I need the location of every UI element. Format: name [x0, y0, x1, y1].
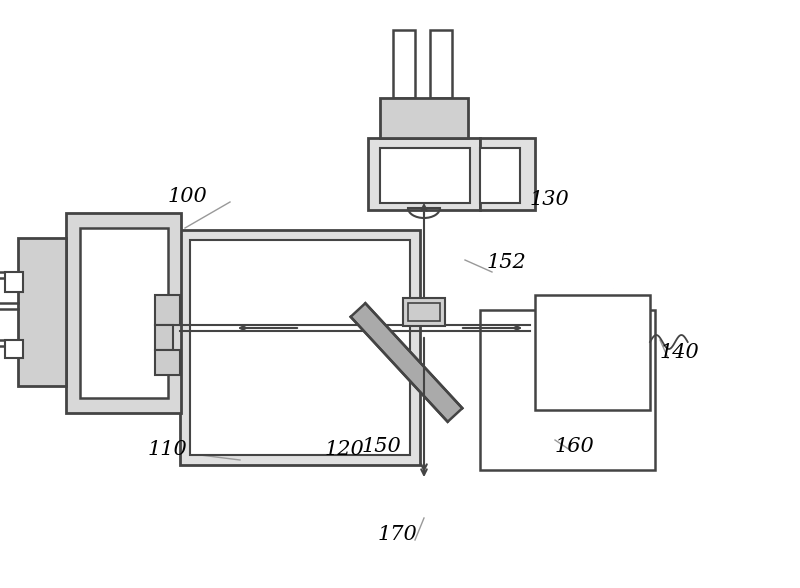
Bar	[66, 213, 181, 413]
Bar	[80, 228, 168, 398]
Bar	[380, 148, 470, 203]
Bar	[480, 138, 535, 210]
Text: 150: 150	[362, 437, 402, 456]
Bar	[393, 30, 415, 98]
Text: 152: 152	[487, 253, 526, 272]
Bar	[18, 238, 66, 386]
Bar	[480, 148, 520, 203]
Text: 140: 140	[660, 343, 700, 362]
Bar	[180, 230, 420, 465]
Bar	[5, 272, 23, 292]
Polygon shape	[350, 303, 462, 422]
Text: 120: 120	[325, 440, 365, 459]
Bar	[155, 325, 173, 350]
Bar	[535, 295, 650, 410]
Text: 100: 100	[168, 187, 208, 206]
Text: 160: 160	[555, 437, 594, 456]
Bar	[190, 240, 410, 455]
Text: 130: 130	[530, 190, 570, 209]
Bar	[368, 138, 480, 210]
Bar	[403, 298, 445, 326]
Text: 110: 110	[148, 440, 188, 459]
Text: 170: 170	[378, 525, 418, 544]
Bar	[155, 350, 180, 375]
Bar	[155, 295, 180, 325]
Bar	[408, 303, 440, 321]
Bar	[5, 340, 23, 358]
Bar	[380, 98, 468, 138]
Bar	[430, 30, 452, 98]
Bar	[480, 310, 655, 470]
